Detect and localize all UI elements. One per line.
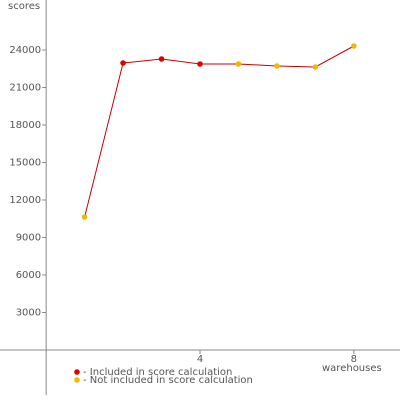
y-tick-label: 3000 xyxy=(16,308,41,319)
data-point xyxy=(312,64,319,70)
legend-label: - Included in score calculation xyxy=(83,367,232,378)
legend-label: - Not included in score calculation xyxy=(83,375,253,386)
x-tick-label: 4 xyxy=(197,354,203,365)
data-point xyxy=(197,61,203,67)
legend-marker xyxy=(74,377,80,383)
data-point xyxy=(274,63,280,69)
data-point xyxy=(158,56,165,62)
y-tick-label: 6000 xyxy=(16,270,41,281)
data-point xyxy=(351,43,357,49)
data-point xyxy=(235,61,242,67)
y-tick-label: 18000 xyxy=(9,120,41,131)
y-tick-label: 15000 xyxy=(9,158,41,169)
y-tick-label: 12000 xyxy=(9,195,41,206)
score-line xyxy=(84,45,355,218)
data-point xyxy=(81,214,88,220)
y-tick-label: 21000 xyxy=(9,83,41,94)
y-tick-label: 9000 xyxy=(16,233,41,244)
y-tick-label: 24000 xyxy=(9,45,41,56)
legend-marker xyxy=(74,369,80,375)
x-tick-label: 8 xyxy=(351,354,357,365)
y-axis-title: scores xyxy=(8,1,40,12)
data-point xyxy=(120,60,126,66)
x-axis-title: warehouses xyxy=(322,363,382,374)
